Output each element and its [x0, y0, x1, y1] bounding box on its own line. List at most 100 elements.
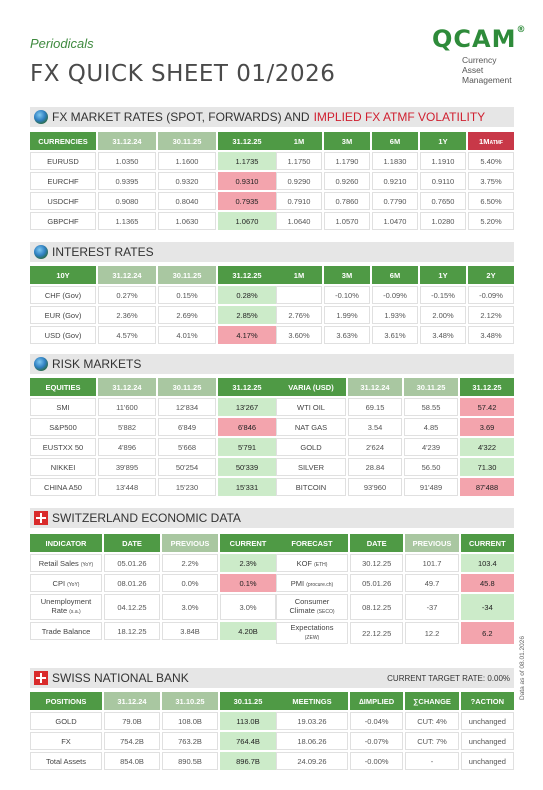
table-row: 18.06.26 -0.07% CUT: 7% unchanged	[276, 732, 514, 750]
page-header: Periodicals FX QUICK SHEET 01/2026	[30, 36, 335, 87]
table-row: 1.0640 1.0570 1.0470 1.0280 5.20%	[276, 212, 514, 230]
table-row: EURCHF 0.9395 0.9320 0.9310	[30, 172, 276, 190]
snb-section-title: SWISS NATIONAL BANK	[52, 671, 189, 685]
col-header: 1Y	[420, 132, 466, 150]
fx-forwards-table: 1M 3M 6M 1Y 1MATMF 1.1750 1.1790 1.1830 1.1…	[274, 130, 516, 232]
col-header: EQUITIES	[30, 378, 96, 396]
varia-table: VARIA (USD) 31.12.24 30.11.25 31.12.25 W…	[274, 376, 516, 498]
snb-section-header: SWISS NATIONAL BANK CURRENT TARGET RATE:…	[30, 668, 514, 688]
table-row: USD (Gov) 4.57% 4.01% 4.17%	[30, 326, 276, 344]
globe-icon	[34, 245, 48, 259]
table-row: CHF (Gov) 0.27% 0.15% 0.28%	[30, 286, 276, 304]
table-row: GOLD 79.0B 108.0B 113.0B	[30, 712, 276, 730]
col-header: POSITIONS	[30, 692, 102, 710]
table-row: EURUSD 1.0350 1.1600 1.1735	[30, 152, 276, 170]
logo-text: Currency Asset Management	[462, 55, 512, 85]
table-row: S&P500 5'882 6'849 6'846	[30, 418, 276, 436]
col-header: 31.12.24	[98, 378, 156, 396]
table-row: CHINA A50 13'448 15'230 15'331	[30, 478, 276, 496]
table-row: USDCHF 0.9080 0.8040 0.7935	[30, 192, 276, 210]
col-header: 1Y	[420, 266, 466, 284]
qcam-logo: QCAM® Currency Asset Management	[432, 25, 532, 85]
table-row: Expectations (ZEW) 22.12.25 12.2 6.2	[276, 622, 514, 644]
globe-icon	[34, 110, 48, 124]
col-header: 31.10.25	[162, 692, 218, 710]
table-row: Total Assets 854.0B 890.5B 896.7B	[30, 752, 276, 770]
table-row: WTI OIL 69.15 58.55 57.42	[276, 398, 514, 416]
table-row: EUR (Gov) 2.36% 2.69% 2.85%	[30, 306, 276, 324]
table-row: BITCOIN 93'960 91'489 87'488	[276, 478, 514, 496]
table-row: FX 754.2B 763.2B 764.4B	[30, 732, 276, 750]
table-row: SILVER 28.84 56.50 71.30	[276, 458, 514, 476]
col-header: 6M	[372, 132, 418, 150]
col-header: VARIA (USD)	[276, 378, 346, 396]
col-header: 31.12.25	[218, 132, 276, 150]
col-header: ∑CHANGE	[405, 692, 459, 710]
col-header: CURRENT	[220, 534, 276, 552]
col-header: 1M	[276, 266, 322, 284]
col-header: 6M	[372, 266, 418, 284]
page-subtitle: Periodicals	[30, 36, 94, 51]
col-header: 30.11.25	[158, 132, 216, 150]
ir-curve-table: 1M 3M 6M 1Y 2Y -0.10% -0.09% -0.15% -0.09% …	[274, 264, 516, 346]
swiss-flag-icon	[34, 671, 48, 685]
col-header: CURRENT	[460, 534, 514, 552]
ir-section-header: INTEREST RATES	[30, 242, 514, 262]
table-row: Unemployment Rate (s.a.) 04.12.25 3.0% 3.0%	[30, 594, 276, 620]
table-row: PMI (procure.ch) 05.01.26 49.7 45.8	[276, 574, 514, 592]
col-header: CURRENCIES	[30, 132, 96, 150]
table-row: NIKKEI 39'895 50'254 50'339	[30, 458, 276, 476]
ir-section-title: INTEREST RATES	[52, 245, 154, 259]
vol-col-header: 1MATMF	[468, 132, 514, 150]
table-row: 0.9290 0.9260 0.9210 0.9110 3.75%	[276, 172, 514, 190]
indicators-table: INDICATOR DATE PREVIOUS CURRENT Retail S…	[28, 532, 278, 642]
table-row: GBPCHF 1.1365 1.0630 1.0670	[30, 212, 276, 230]
col-header: 30.11.25	[158, 378, 216, 396]
col-header: 31.12.24	[348, 378, 402, 396]
col-header: 31.12.25	[218, 378, 276, 396]
col-header: 1M	[276, 132, 322, 150]
table-row: KOF (ETH) 30.12.25 101.7 103.4	[276, 554, 514, 572]
table-row: Retail Sales (YoY) 05.01.26 2.2% 2.3%	[30, 554, 276, 572]
fx-section-title-highlight: IMPLIED FX ATMF VOLATILITY	[313, 110, 486, 124]
logo-mark: QCAM®	[432, 25, 527, 53]
col-header: 31.12.25	[218, 266, 276, 284]
ir-10y-table: 10Y 31.12.24 30.11.25 31.12.25 CHF (Gov)…	[28, 264, 278, 346]
fx-section-header: FX MARKET RATES (SPOT, FORWARDS) AND IMP…	[30, 107, 514, 127]
table-row: 24.09.26 -0.00% - unchanged	[276, 752, 514, 770]
col-header: 31.12.24	[98, 266, 156, 284]
page-title: FX QUICK SHEET 01/2026	[30, 61, 336, 87]
table-row: SMI 11'600 12'834 13'267	[30, 398, 276, 416]
forecast-table: FORECAST DATE PREVIOUS CURRENT KOF (ETH)…	[274, 532, 516, 646]
table-row: 2.76% 1.99% 1.93% 2.00% 2.12%	[276, 306, 514, 324]
col-header: 31.12.24	[98, 132, 156, 150]
col-header: ?ACTION	[460, 692, 514, 710]
table-row: GOLD 2'624 4'239 4'322	[276, 438, 514, 456]
globe-icon	[34, 357, 48, 371]
fx-spot-table: CURRENCIES 31.12.24 30.11.25 31.12.25 EU…	[28, 130, 278, 232]
col-header: 2Y	[468, 266, 514, 284]
col-header: PREVIOUS	[405, 534, 459, 552]
swiss-section-title: SWITZERLAND ECONOMIC DATA	[52, 511, 241, 525]
risk-section-title: RISK MARKETS	[52, 357, 142, 371]
col-header: FORECAST	[276, 534, 348, 552]
col-header: INDICATOR	[30, 534, 102, 552]
col-header: 31.12.24	[104, 692, 160, 710]
table-row: 1.1750 1.1790 1.1830 1.1910 5.40%	[276, 152, 514, 170]
table-row: Consumer Climate (SECO) 08.12.25 -37 -34	[276, 594, 514, 620]
snb-meetings-table: MEETINGS ∆IMPLIED ∑CHANGE ?ACTION 19.03.…	[274, 690, 516, 772]
target-rate-note: CURRENT TARGET RATE: 0.00%	[387, 673, 510, 683]
swiss-section-header: SWITZERLAND ECONOMIC DATA	[30, 508, 514, 528]
swiss-flag-icon	[34, 511, 48, 525]
col-header: DATE	[104, 534, 160, 552]
table-row: Trade Balance 18.12.25 3.84B 4.20B	[30, 622, 276, 640]
table-row: 0.7910 0.7860 0.7790 0.7650 6.50%	[276, 192, 514, 210]
col-header: 30.11.25	[220, 692, 276, 710]
fx-section-title: FX MARKET RATES (SPOT, FORWARDS) AND	[52, 110, 310, 124]
table-row: 19.03.26 -0.04% CUT: 4% unchanged	[276, 712, 514, 730]
col-header: ∆IMPLIED	[350, 692, 404, 710]
data-date-note: Data as of 08.01.2026	[519, 636, 526, 700]
col-header: 3M	[324, 132, 370, 150]
equities-table: EQUITIES 31.12.24 30.11.25 31.12.25 SMI 1…	[28, 376, 278, 498]
col-header: PREVIOUS	[162, 534, 218, 552]
